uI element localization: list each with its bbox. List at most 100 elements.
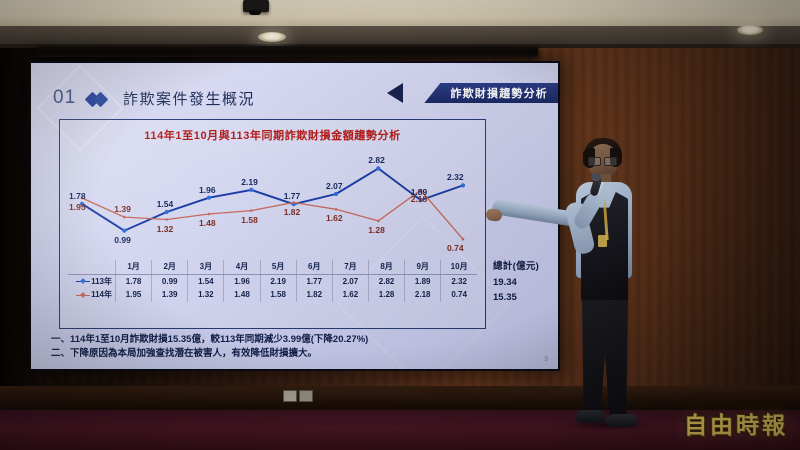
data-point-label: 1.77	[283, 191, 301, 202]
chart-title: 114年1至10月與113年同期詐欺財損金額趨勢分析	[144, 130, 401, 142]
total-114: 15.35	[493, 292, 517, 304]
footnote-2: 二、下降原因為本局加強查找潛在被害人，有效降低財損擴大。	[51, 348, 318, 360]
data-point-label: 0.99	[114, 234, 131, 245]
table-cell: 1.77	[295, 274, 333, 289]
table-column-header: 2月	[151, 260, 188, 275]
data-point-label: 1.96	[199, 184, 216, 195]
presenter	[485, 130, 670, 450]
table-column-header: 5月	[259, 260, 297, 275]
data-point-label: 1.28	[368, 224, 385, 235]
data-point-label: 1.62	[326, 213, 343, 224]
totals-header: 總計(億元)	[493, 261, 540, 272]
legend-marker-icon	[76, 291, 91, 299]
table-column-header: 7月	[331, 260, 369, 275]
table-cell: 1.62	[331, 288, 369, 302]
table-row-label: 113年	[68, 274, 116, 288]
chart-container: 114年1至10月與113年同期詐欺財損金額趨勢分析 1.78 0.99 1.54 1…	[59, 119, 486, 329]
data-point-label: 1.54	[156, 199, 174, 209]
data-point-label: 1.48	[199, 218, 216, 228]
wall-socket	[299, 390, 313, 402]
table-cell: 2.19	[259, 274, 297, 289]
ceiling	[0, 0, 800, 30]
projection-screen: 01 詐欺案件發生概況 詐欺財損趨勢分析 114年1至10月與113年同期詐欺財…	[29, 61, 560, 371]
table-cell: 2.82	[367, 274, 405, 289]
data-point-label: 2.32	[447, 172, 464, 183]
double-diamond-icon	[84, 91, 113, 108]
table-cell: 1.32	[187, 288, 224, 302]
data-point-label: 1.89	[410, 187, 428, 198]
data-point-label: 2.82	[368, 155, 385, 166]
projection-screen-housing	[38, 46, 538, 57]
table-cell: 2.18	[404, 288, 441, 302]
table-cell: 1.78	[114, 274, 152, 289]
carpet-floor	[0, 410, 800, 450]
wall-socket	[283, 390, 297, 402]
presenter-trousers	[582, 300, 628, 418]
footnote-1: 一、114年1至10月詐欺財損15.35億，較113年同期減少3.99億(下降2…	[51, 334, 369, 345]
ceiling-soffit	[0, 26, 800, 48]
ceiling-downlight	[737, 25, 763, 35]
ceiling-downlight	[258, 32, 286, 42]
table-cell: 1.96	[223, 274, 261, 289]
table-column-header: 6月	[295, 260, 333, 275]
table-cell: 1.54	[187, 274, 224, 289]
ribbon-label: 詐欺財損趨勢分析	[450, 88, 548, 100]
table-column-header: 3月	[187, 260, 224, 275]
totals-panel: 總計(億元) 19.34 15.35	[493, 259, 539, 306]
table-cell: 1.48	[223, 288, 261, 302]
footnotes: 一、114年1至10月詐欺財損15.35億，較113年同期減少3.99億(下降2…	[51, 333, 521, 362]
data-point-label: 2.19	[241, 176, 258, 187]
table-cell: 0.99	[151, 274, 188, 289]
table-cell: 2.32	[440, 274, 477, 289]
data-point-label: 1.78	[69, 190, 86, 201]
chart-lines	[79, 166, 466, 241]
projector	[243, 0, 269, 12]
ribbon-tail-icon	[387, 83, 403, 103]
news-watermark: 自由時報	[684, 412, 788, 439]
data-point-label: 1.95	[69, 202, 86, 212]
table-cell: 1.95	[114, 288, 152, 302]
slide-page-number: 3	[544, 356, 548, 363]
table-cell: 1.89	[404, 274, 441, 289]
data-point-label: 1.82	[283, 206, 301, 217]
table-cell: 2.07	[331, 274, 369, 289]
table-header-row: 1月 2月 3月 4月 5月 6月 7月 8月 9月 10月	[68, 260, 477, 275]
data-point-label: 2.18	[410, 194, 428, 205]
presenter-badge	[598, 235, 607, 247]
presenter-shoe	[606, 414, 637, 427]
chart-plot-area: 1.78 0.99 1.54 1.96 2.19 1.77 2.07 2.82 1.89 2.32…	[69, 146, 475, 254]
microphone-head-icon	[591, 173, 601, 181]
table-column-header: 8月	[367, 260, 405, 275]
projector-lens-icon	[249, 10, 261, 15]
table-cell: 1.58	[259, 288, 297, 302]
glasses-icon	[588, 157, 617, 166]
table-row: 114年 1.95 1.39 1.32 1.48 1.58 1.82 1.62 1.28 2.18…	[68, 288, 477, 302]
header-ribbon: 詐欺財損趨勢分析	[424, 83, 558, 103]
table-cell: 1.28	[367, 288, 405, 302]
presenter-shoe	[576, 410, 606, 423]
table-column-header: 9月	[404, 260, 441, 275]
legend-marker-icon	[76, 278, 91, 285]
table-cell: 0.74	[440, 288, 477, 302]
section-title: 詐欺案件發生概況	[123, 91, 256, 108]
data-table: 1月 2月 3月 4月 5月 6月 7月 8月 9月 10月 113年 1.78 0.99 1.54 1.9…	[68, 260, 477, 302]
legend-label: 113年	[91, 276, 112, 286]
presentation-slide: 01 詐欺案件發生概況 詐欺財損趨勢分析 114年1至10月與113年同期詐欺財…	[31, 63, 558, 369]
total-113: 19.34	[493, 276, 517, 288]
table-column-header: 10月	[440, 260, 477, 275]
legend-label: 114年	[91, 290, 112, 300]
data-point-label: 2.07	[326, 181, 343, 191]
table-cell: 1.82	[295, 288, 333, 302]
table-column-header: 4月	[223, 260, 261, 275]
presenter-lanyard	[602, 196, 609, 240]
table-column-header: 1月	[114, 260, 152, 275]
data-point-label: 0.74	[447, 243, 464, 254]
data-point-label: 1.39	[114, 204, 131, 215]
data-point-label: 1.58	[241, 214, 258, 225]
table-corner-cell	[68, 260, 116, 275]
section-number: 01	[53, 87, 77, 108]
data-point-label: 1.32	[156, 223, 174, 234]
baseboard	[0, 386, 800, 412]
table-row-label: 114年	[68, 288, 116, 302]
